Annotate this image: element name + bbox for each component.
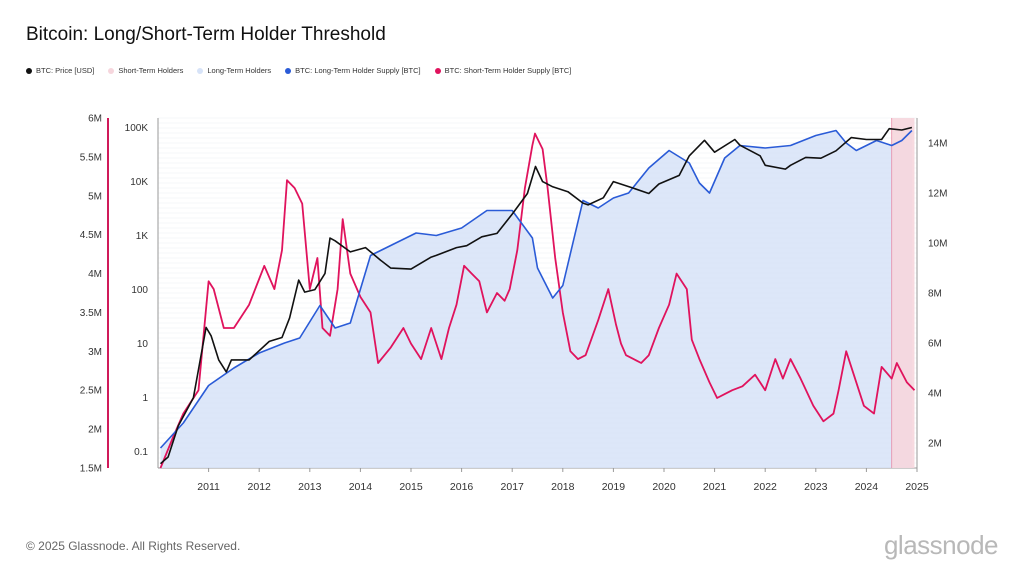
legend-marker-price (26, 67, 32, 74)
x-tick-label: 2025 (905, 481, 929, 493)
legend-label-price: BTC: Price [USD] (36, 66, 95, 75)
right-tick-label: 2M (928, 439, 942, 450)
legend-item-price[interactable]: BTC: Price [USD] (26, 66, 94, 75)
right-tick-label: 10M (928, 239, 947, 250)
right-tick-label: 6M (928, 339, 942, 350)
x-tick-label: 2020 (652, 481, 676, 493)
left-outer-tick-label: 5.5M (80, 152, 102, 163)
copyright-footer: © 2025 Glassnode. All Rights Reserved. (26, 539, 241, 553)
right-tick-label: 4M (928, 389, 942, 400)
left-outer-tick-label: 6M (88, 114, 102, 125)
left-outer-tick-label: 4M (88, 269, 102, 280)
left-inner-tick-label: 10K (130, 177, 148, 188)
left-outer-tick-label: 1.5M (80, 464, 102, 475)
x-tick-label: 2012 (248, 481, 272, 493)
legend-marker-lth-supply (285, 67, 292, 74)
x-tick-label: 2014 (349, 481, 373, 493)
legend-item-lth[interactable]: Long-Term Holders (197, 66, 271, 75)
brand-logo: glassnode (883, 530, 999, 560)
right-tick-label: 8M (928, 289, 942, 300)
x-tick-label: 2013 (298, 481, 322, 493)
chart-title: Bitcoin: Long/Short-Term Holder Threshol… (26, 24, 386, 45)
btc-price-line (159, 126, 913, 465)
x-tick-label: 2024 (855, 481, 879, 493)
legend-label-sth-supply: BTC: Short-Term Holder Supply [BTC] (444, 66, 572, 75)
legend-label-sth: Short-Term Holders (118, 66, 184, 75)
x-tick-label: 2023 (804, 481, 828, 493)
legend: BTC: Price [USD] Short-Term Holders Long… (26, 66, 571, 75)
legend-marker-lth (197, 67, 204, 74)
left-outer-tick-label: 3.5M (80, 308, 102, 319)
legend-item-lth-supply[interactable]: BTC: Long-Term Holder Supply [BTC] (285, 66, 421, 75)
legend-item-sth[interactable]: Short-Term Holders (108, 66, 183, 75)
legend-marker-sth-supply (434, 67, 441, 74)
left-inner-tick-label: 100K (125, 123, 149, 134)
right-tick-label: 12M (928, 189, 947, 200)
legend-label-lth-supply: BTC: Long-Term Holder Supply [BTC] (295, 66, 421, 75)
left-inner-tick-label: 0.1 (134, 447, 148, 458)
left-outer-tick-label: 2M (88, 425, 102, 436)
legend-item-sth-supply[interactable]: BTC: Short-Term Holder Supply [BTC] (434, 66, 572, 75)
legend-label-lth: Long-Term Holders (207, 66, 272, 75)
left-inner-tick-label: 1 (142, 393, 148, 404)
x-tick-label: 2011 (197, 481, 220, 493)
left-outer-tick-label: 4.5M (80, 230, 102, 241)
x-tick-label: 2021 (703, 481, 727, 493)
left-inner-tick-label: 10 (137, 339, 149, 350)
x-tick-label: 2016 (450, 481, 474, 493)
left-inner-tick-label: 1K (136, 231, 149, 242)
x-tick-label: 2015 (399, 481, 423, 493)
left-outer-tick-label: 3M (88, 347, 102, 358)
x-tick-label: 2022 (754, 481, 778, 493)
lth-supply-line (159, 129, 913, 449)
legend-marker-sth (108, 67, 115, 74)
x-tick-label: 2017 (501, 481, 525, 493)
right-tick-label: 14M (928, 139, 947, 150)
short-term-holders-area (891, 118, 915, 468)
x-tick-label: 2019 (602, 481, 626, 493)
sth-supply-line (159, 132, 916, 469)
left-outer-tick-label: 5M (88, 191, 102, 202)
x-tick-label: 2018 (551, 481, 575, 493)
long-term-holders-area (160, 130, 912, 468)
left-outer-tick-label: 2.5M (80, 386, 102, 397)
left-inner-tick-label: 100 (131, 285, 148, 296)
